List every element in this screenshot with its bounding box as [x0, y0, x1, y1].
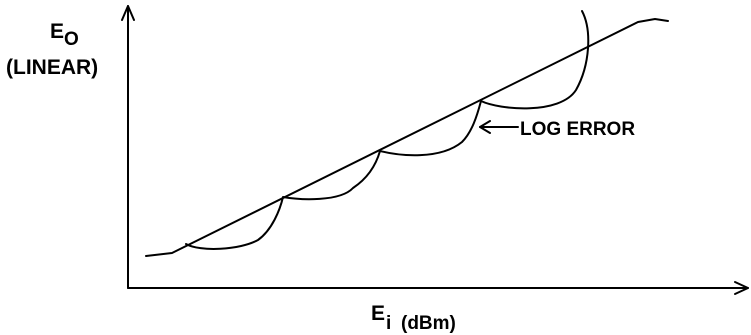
- log-error-arrow: [479, 120, 519, 134]
- log-error-label: LOG ERROR: [520, 119, 635, 140]
- y-axis-label: E O (LINEAR): [6, 20, 98, 79]
- actual-response-curve: [185, 10, 590, 250]
- log-error-arrow-head: [479, 120, 491, 134]
- x-axis-arrowhead: [734, 281, 749, 295]
- y-axis-label-subscript: O: [64, 29, 79, 50]
- y-axis-label-main: E: [50, 20, 64, 43]
- x-axis-label-unit: (dBm): [401, 313, 456, 334]
- x-axis-label-main: E: [371, 302, 385, 325]
- ideal-response-line: [145, 18, 669, 257]
- y-axis-label-unit: (LINEAR): [6, 56, 98, 79]
- x-axis: [127, 281, 749, 295]
- y-axis: [121, 5, 135, 289]
- x-axis-label: E i (dBm): [371, 302, 456, 334]
- x-axis-label-subscript: i: [386, 313, 391, 334]
- y-axis-arrowhead: [121, 5, 135, 21]
